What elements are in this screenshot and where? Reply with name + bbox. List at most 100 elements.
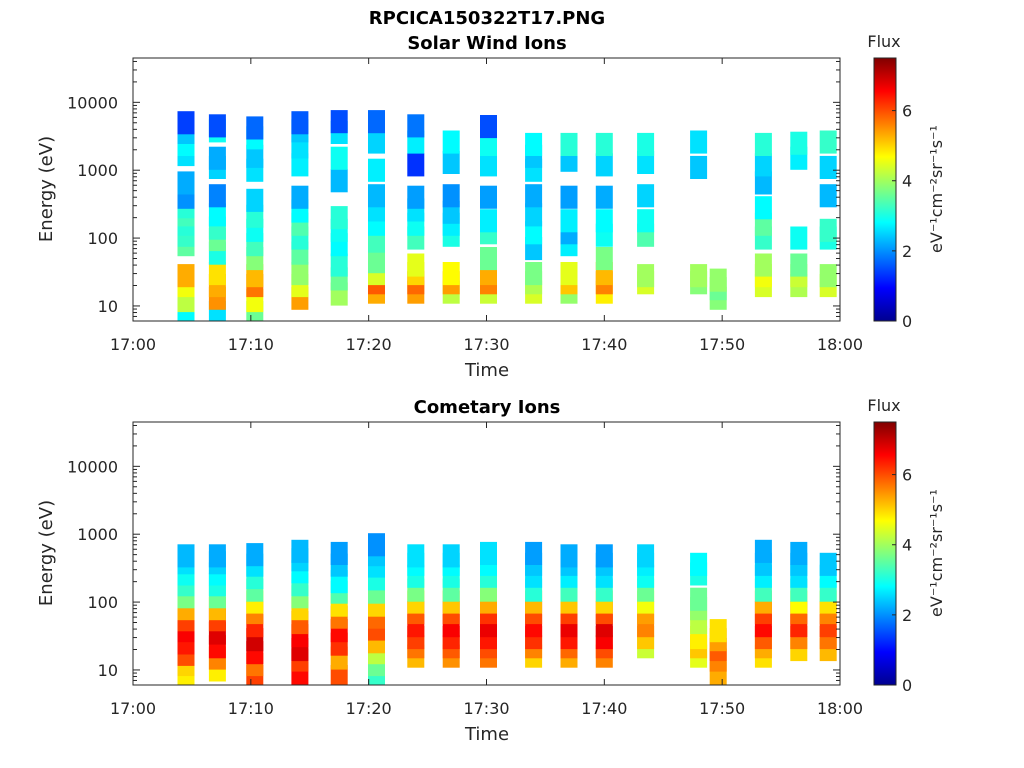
spectrogram-cell — [291, 153, 309, 177]
spectrogram-cell — [208, 544, 226, 568]
spectrogram-cell — [291, 111, 309, 135]
spectrogram-cell — [407, 114, 425, 138]
x-tick-label: 18:00 — [817, 699, 863, 718]
spectrogram-cell — [480, 153, 497, 177]
colorbar-title: Flux — [867, 32, 900, 51]
spectrogram-cell — [819, 155, 837, 179]
y-tick-label: 10 — [98, 297, 118, 316]
spectrogram-cell — [560, 132, 578, 156]
spectrogram-cell — [480, 132, 497, 156]
spectrogram-cell — [442, 184, 460, 208]
spectrogram-cell — [790, 226, 808, 250]
spectrogram-cell — [208, 114, 226, 138]
spectrogram-cell — [754, 132, 772, 156]
y-tick-label: 100 — [87, 229, 118, 248]
spectrogram-cell — [637, 150, 655, 174]
spectrogram-cell — [291, 539, 309, 563]
colorbar-tick-label: 2 — [902, 242, 912, 261]
spectrogram-cell — [368, 533, 385, 557]
spectrogram-cell — [368, 250, 385, 274]
panel-title: Solar Wind Ions — [407, 33, 566, 54]
spectrogram-cell — [442, 544, 460, 568]
x-tick-label: 17:10 — [228, 335, 274, 354]
spectrogram-cell — [330, 146, 348, 170]
spectrogram-cell — [595, 185, 613, 209]
spectrogram-cell — [177, 544, 195, 568]
x-tick-label: 17:50 — [699, 335, 745, 354]
colorbar-tick-label: 4 — [902, 536, 912, 555]
colorbar-tick-label: 6 — [902, 102, 912, 121]
x-tick-label: 17:00 — [110, 699, 156, 718]
spectrogram-cell — [690, 552, 708, 576]
spectrogram-cell — [246, 188, 264, 212]
spectrogram-cell — [637, 544, 655, 568]
spectrogram-cell — [442, 130, 460, 154]
x-tick-label: 17:10 — [228, 699, 274, 718]
spectrogram-cell — [790, 253, 808, 277]
spectrogram-cell — [819, 218, 837, 242]
x-tick-label: 17:00 — [110, 335, 156, 354]
spectrogram-cell — [368, 158, 385, 182]
spectrogram-cell — [177, 111, 195, 135]
spectrogram-cell — [246, 543, 264, 567]
spectrogram-cell — [480, 541, 497, 565]
spectrogram-cell — [480, 185, 497, 209]
spectrogram-cell — [330, 206, 348, 230]
spectrogram-cell — [330, 541, 348, 565]
spectrogram-cell — [709, 619, 727, 643]
spectrogram-cell — [368, 184, 385, 208]
spectrogram-cell — [754, 153, 772, 177]
x-tick-label: 17:40 — [581, 699, 627, 718]
x-axis-label: Time — [464, 360, 509, 381]
y-axis-label: Energy (eV) — [36, 500, 57, 606]
spectrogram-cell — [819, 552, 837, 576]
spectrogram-cell — [246, 116, 264, 140]
colorbar-unit-label: eV⁻¹cm⁻²sr⁻¹s⁻¹ — [927, 125, 946, 253]
spectrogram-cell — [368, 110, 385, 134]
spectrogram-cells — [177, 533, 837, 685]
spectrogram-cell — [690, 587, 708, 611]
spectrogram-cell — [560, 209, 578, 233]
colorbar-tick-label: 0 — [902, 676, 912, 695]
spectrogram-cell — [595, 544, 613, 568]
spectrogram-cell — [637, 184, 655, 208]
spectrogram-cell — [330, 665, 348, 685]
spectrogram-cell — [177, 171, 195, 195]
spectrogram-cell — [690, 155, 708, 179]
colorbar-tick-label: 4 — [902, 172, 912, 191]
spectrogram-cell — [208, 184, 226, 208]
colorbar-tick-label: 6 — [902, 466, 912, 485]
colorbar-unit-label: eV⁻¹cm⁻²sr⁻¹s⁻¹ — [927, 489, 946, 617]
panel-title: Cometary Ions — [414, 397, 561, 418]
spectrogram-cell — [525, 203, 543, 227]
spectrogram-cell — [790, 131, 808, 155]
spectrogram-cell — [754, 539, 772, 563]
x-tick-label: 17:20 — [346, 699, 392, 718]
spectrogram-cell — [819, 130, 837, 154]
spectrogram-cell — [330, 110, 348, 134]
spectrogram-cell — [480, 209, 497, 233]
spectrogram-cell — [525, 132, 543, 156]
x-tick-label: 17:40 — [581, 335, 627, 354]
spectrogram-cell — [442, 150, 460, 174]
spectrogram-cell — [560, 185, 578, 209]
spectrogram-cell — [637, 132, 655, 156]
cometary-ions-panel: Cometary Ions Time Energy (eV) Flux eV⁻¹… — [36, 396, 946, 745]
spectrogram-cell — [208, 262, 226, 286]
spectrogram-cell — [208, 146, 226, 170]
colorbar — [873, 57, 897, 322]
spectrogram-cell — [754, 196, 772, 220]
spectrogram-cell — [480, 115, 497, 139]
x-axis-label: Time — [464, 724, 509, 745]
colorbar-tick-label: 2 — [902, 606, 912, 625]
spectrogram-cell — [177, 264, 195, 288]
spectrogram-cell — [754, 253, 772, 277]
x-tick-label: 17:20 — [346, 335, 392, 354]
spectrogram-cell — [480, 247, 497, 271]
spectrogram-cell — [595, 132, 613, 156]
spectrogram-cell — [560, 262, 578, 286]
x-tick-label: 17:50 — [699, 699, 745, 718]
spectrogram-cell — [819, 264, 837, 288]
spectrogram-cell — [407, 153, 425, 177]
